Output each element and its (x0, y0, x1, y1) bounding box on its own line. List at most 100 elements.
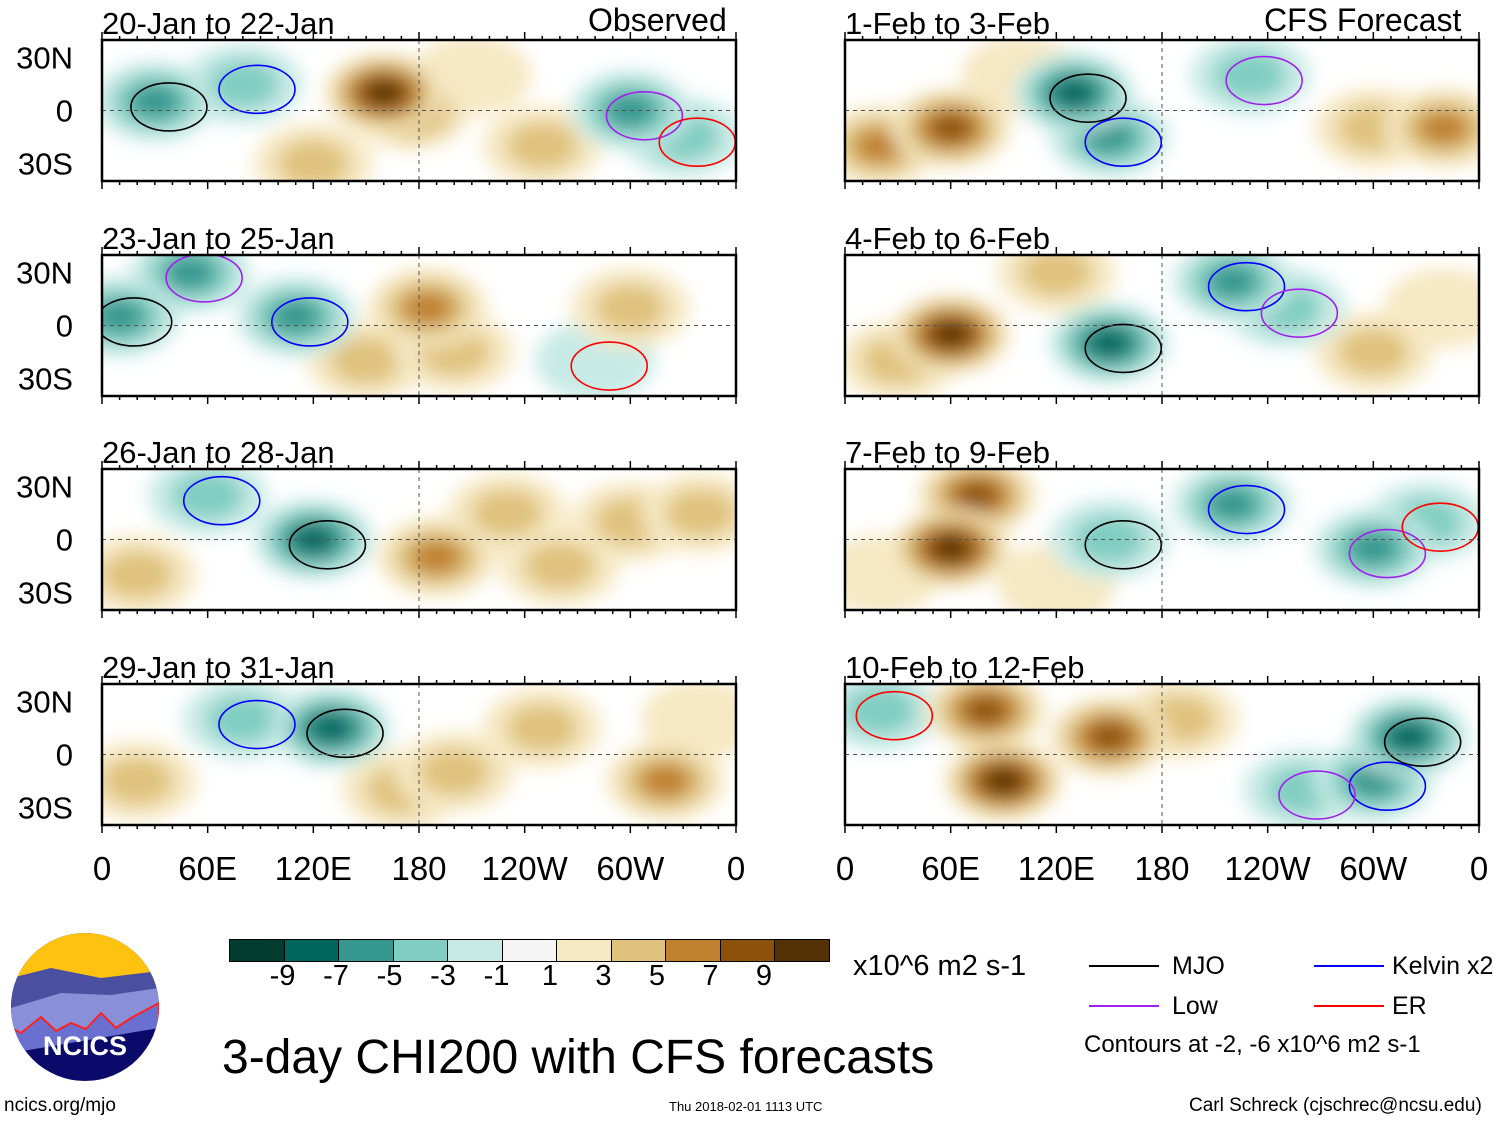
anomaly-blob (171, 471, 244, 520)
colorbar-swatch (775, 940, 829, 961)
lat-tick-label: 30S (18, 575, 73, 610)
wave-contour (1348, 528, 1427, 579)
lat-tick-label: 30N (16, 685, 73, 720)
anomaly-blob (410, 539, 463, 575)
wave-contour (1225, 55, 1303, 106)
map-panel: 7-Feb to 9-Feb (843, 435, 1481, 618)
lon-tick-label: 60W (1339, 850, 1408, 887)
wave-contour (182, 475, 261, 526)
colorbar-tick-label: 1 (541, 960, 559, 992)
lon-tick-label: 0 (1470, 850, 1488, 887)
colorbar-tick-label: 5 (648, 960, 666, 992)
anomaly-blob (664, 489, 736, 538)
colorbar-tick-label: -5 (376, 960, 403, 992)
observed-label: Observed (588, 2, 727, 38)
wave-contour (1084, 519, 1163, 570)
anomaly-blob (1206, 264, 1259, 299)
legend-label-low: Low (1172, 992, 1218, 1020)
lat-tick-label: 0 (56, 94, 73, 129)
lon-tick-label: 0 (93, 850, 111, 887)
colorbar-swatch (666, 940, 721, 961)
legend-label-mjo: MJO (1172, 952, 1225, 980)
wave-contour (1260, 288, 1339, 338)
lon-tick-label: 120W (482, 850, 569, 887)
wave-contour (1348, 761, 1427, 812)
anomaly-blob (1020, 255, 1093, 297)
legend-line-mjo (1089, 965, 1159, 967)
anomaly-blob (934, 537, 968, 560)
lat-tick-label: 30S (18, 361, 73, 396)
colorbar-tick-label: -9 (269, 960, 296, 992)
panel-title: 4-Feb to 6-Feb (845, 221, 1050, 256)
map-panel: 10-Feb to 12-Feb 0 60E 120E 180 120W 60W 0 (836, 650, 1488, 887)
anomaly-blob (330, 336, 403, 385)
panel-title: 23-Jan to 25-Jan (102, 221, 335, 256)
wave-contour (102, 297, 173, 347)
anomaly-blob (402, 290, 454, 326)
colorbar-swatch (230, 940, 285, 961)
wave-contour (1084, 117, 1163, 168)
anomaly-blob (102, 756, 174, 805)
anomaly-blob (164, 255, 216, 290)
lon-tick-label: 60W (596, 850, 665, 887)
wave-contour (1084, 323, 1163, 374)
anomaly-blob (930, 114, 971, 142)
wave-contour (1278, 770, 1356, 820)
lat-tick-label: 30N (16, 256, 73, 291)
anomaly-blob (1214, 51, 1287, 100)
panel-title: 20-Jan to 22-Jan (102, 6, 335, 41)
units-label: x10^6 m2 s-1 (853, 950, 1027, 982)
colorbar-swatch (502, 940, 557, 961)
anomaly-blob (310, 714, 351, 742)
lat-tick-label: 0 (56, 309, 73, 344)
lat-tick-label: 30S (18, 790, 73, 825)
lon-tick-label: 120W (1225, 850, 1312, 887)
wave-contour (570, 341, 649, 391)
anomaly-blob (523, 541, 596, 590)
colorbar-swatch (393, 940, 448, 961)
wave-contour (288, 519, 367, 570)
anomaly-blob (934, 323, 968, 346)
lon-tick-label: 120E (275, 850, 352, 887)
lon-tick-label: 0 (836, 850, 854, 887)
wave-contour (1383, 717, 1462, 767)
lon-tick-label: 120E (1018, 850, 1095, 887)
colorbar-swatch (720, 940, 775, 961)
anomaly-blob (471, 489, 544, 538)
colorbar-swatch (557, 940, 612, 961)
wave-contour (130, 82, 208, 132)
wave-contour (218, 699, 296, 750)
anomaly-blob (418, 748, 491, 797)
anomaly-blob (1053, 79, 1094, 107)
anomaly-blob (1418, 110, 1470, 146)
lat-tick-label: 30N (16, 470, 73, 505)
wave-contour (605, 90, 684, 141)
logo-text: NCICS (43, 1031, 127, 1061)
panel-title: 29-Jan to 31-Jan (102, 650, 335, 685)
lat-tick-label: 0 (56, 738, 73, 773)
site-link[interactable]: ncics.org/mjo (4, 1095, 116, 1116)
colorbar-swatch (339, 940, 394, 961)
anomaly-blob (1388, 723, 1429, 751)
contour-note: Contours at -2, -6 x10^6 m2 s-1 (1084, 1031, 1421, 1058)
lon-tick-label: 60E (178, 850, 237, 887)
anomaly-blob (957, 482, 998, 509)
ncics-logo: NCICS (11, 933, 159, 1081)
wave-contour (1049, 73, 1127, 123)
wave-contour (218, 64, 296, 115)
wave-contour (165, 255, 243, 303)
colorbar-tick-label: -3 (430, 960, 456, 992)
legend-label-kelvin: Kelvin x2 (1392, 952, 1494, 980)
lat-tick-label: 0 (56, 523, 73, 558)
legend-line-er (1314, 1005, 1384, 1007)
legend-label-er: ER (1392, 992, 1427, 1020)
map-panel: 23-Jan to 25-Jan 30N 0 30S (16, 221, 738, 404)
panel-title: 7-Feb to 9-Feb (845, 435, 1050, 470)
map-panel: 26-Jan to 28-Jan 30N 0 30S (16, 435, 738, 618)
anomaly-blob (206, 60, 279, 109)
wave-contour (306, 708, 384, 759)
anomaly-blob (506, 121, 579, 170)
anomaly-blob (270, 299, 322, 334)
anomaly-blob (987, 770, 1020, 792)
map-panel: 29-Jan to 31-Jan 30N 0 30S 0 60E 120E 180 120W 60… (16, 650, 745, 887)
